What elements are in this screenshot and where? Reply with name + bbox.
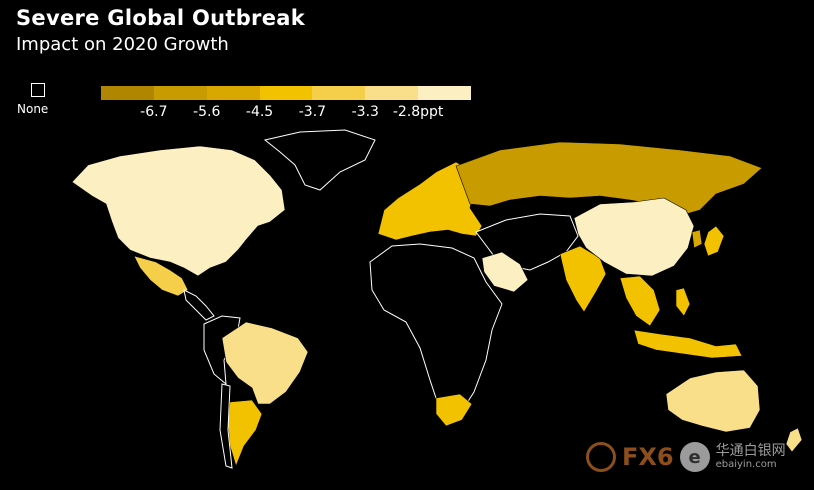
region-central-america	[183, 289, 215, 321]
legend-tick-label: -5.6	[193, 104, 221, 120]
region-mexico	[133, 255, 189, 297]
region-chile	[219, 383, 233, 469]
legend-swatch	[206, 86, 260, 100]
legend-swatch	[153, 86, 207, 100]
legend-tick-label: -2.8ppt	[392, 104, 444, 120]
watermark: FX6 e 华通白银网 ebaiyin.com	[586, 436, 806, 478]
region-new-zealand	[785, 427, 803, 453]
watermark-text: 华通白银网 ebaiyin.com	[715, 442, 786, 471]
none-swatch	[31, 83, 45, 97]
legend-swatch	[259, 86, 313, 100]
legend-color-bar	[101, 86, 472, 100]
region-philippines	[675, 287, 691, 317]
legend-swatch	[101, 86, 154, 100]
watermark-swirl-icon	[586, 442, 616, 472]
region-north-america	[71, 145, 286, 277]
legend-tick-label: -3.7	[298, 104, 327, 120]
watermark-url: ebaiyin.com	[715, 459, 777, 471]
watermark-brand: FX6	[622, 443, 674, 471]
region-russia	[455, 141, 763, 215]
region-brazil	[221, 321, 309, 405]
legend-tick-label: -6.7	[140, 104, 168, 120]
region-japan	[703, 225, 725, 257]
region-greenland	[263, 129, 376, 191]
legend-tick-label: -3.3	[351, 104, 379, 120]
region-saudi-arabia	[481, 251, 529, 293]
legend-swatch	[418, 86, 472, 100]
region-africa	[369, 243, 503, 421]
map-subtitle: Impact on 2020 Growth	[16, 34, 229, 55]
legend-swatch	[365, 86, 419, 100]
region-argentina	[227, 399, 263, 467]
region-indonesia	[633, 329, 743, 359]
legend-tick-labels: -6.7 -5.6 -4.5 -3.7 -3.3 -2.8ppt	[101, 104, 471, 122]
region-australia	[665, 369, 761, 433]
region-western-europe	[377, 161, 483, 241]
region-south-africa	[435, 393, 473, 427]
region-india	[559, 245, 607, 313]
watermark-e-icon: e	[679, 442, 710, 472]
region-southeast-asia	[619, 275, 661, 327]
legend-swatch	[312, 86, 366, 100]
legend-tick-label: -4.5	[245, 104, 274, 120]
region-korea	[691, 229, 703, 249]
watermark-cn: 华通白银网	[715, 442, 786, 459]
region-china	[573, 197, 695, 277]
none-label: None	[17, 102, 49, 116]
map-title: Severe Global Outbreak	[16, 6, 305, 30]
